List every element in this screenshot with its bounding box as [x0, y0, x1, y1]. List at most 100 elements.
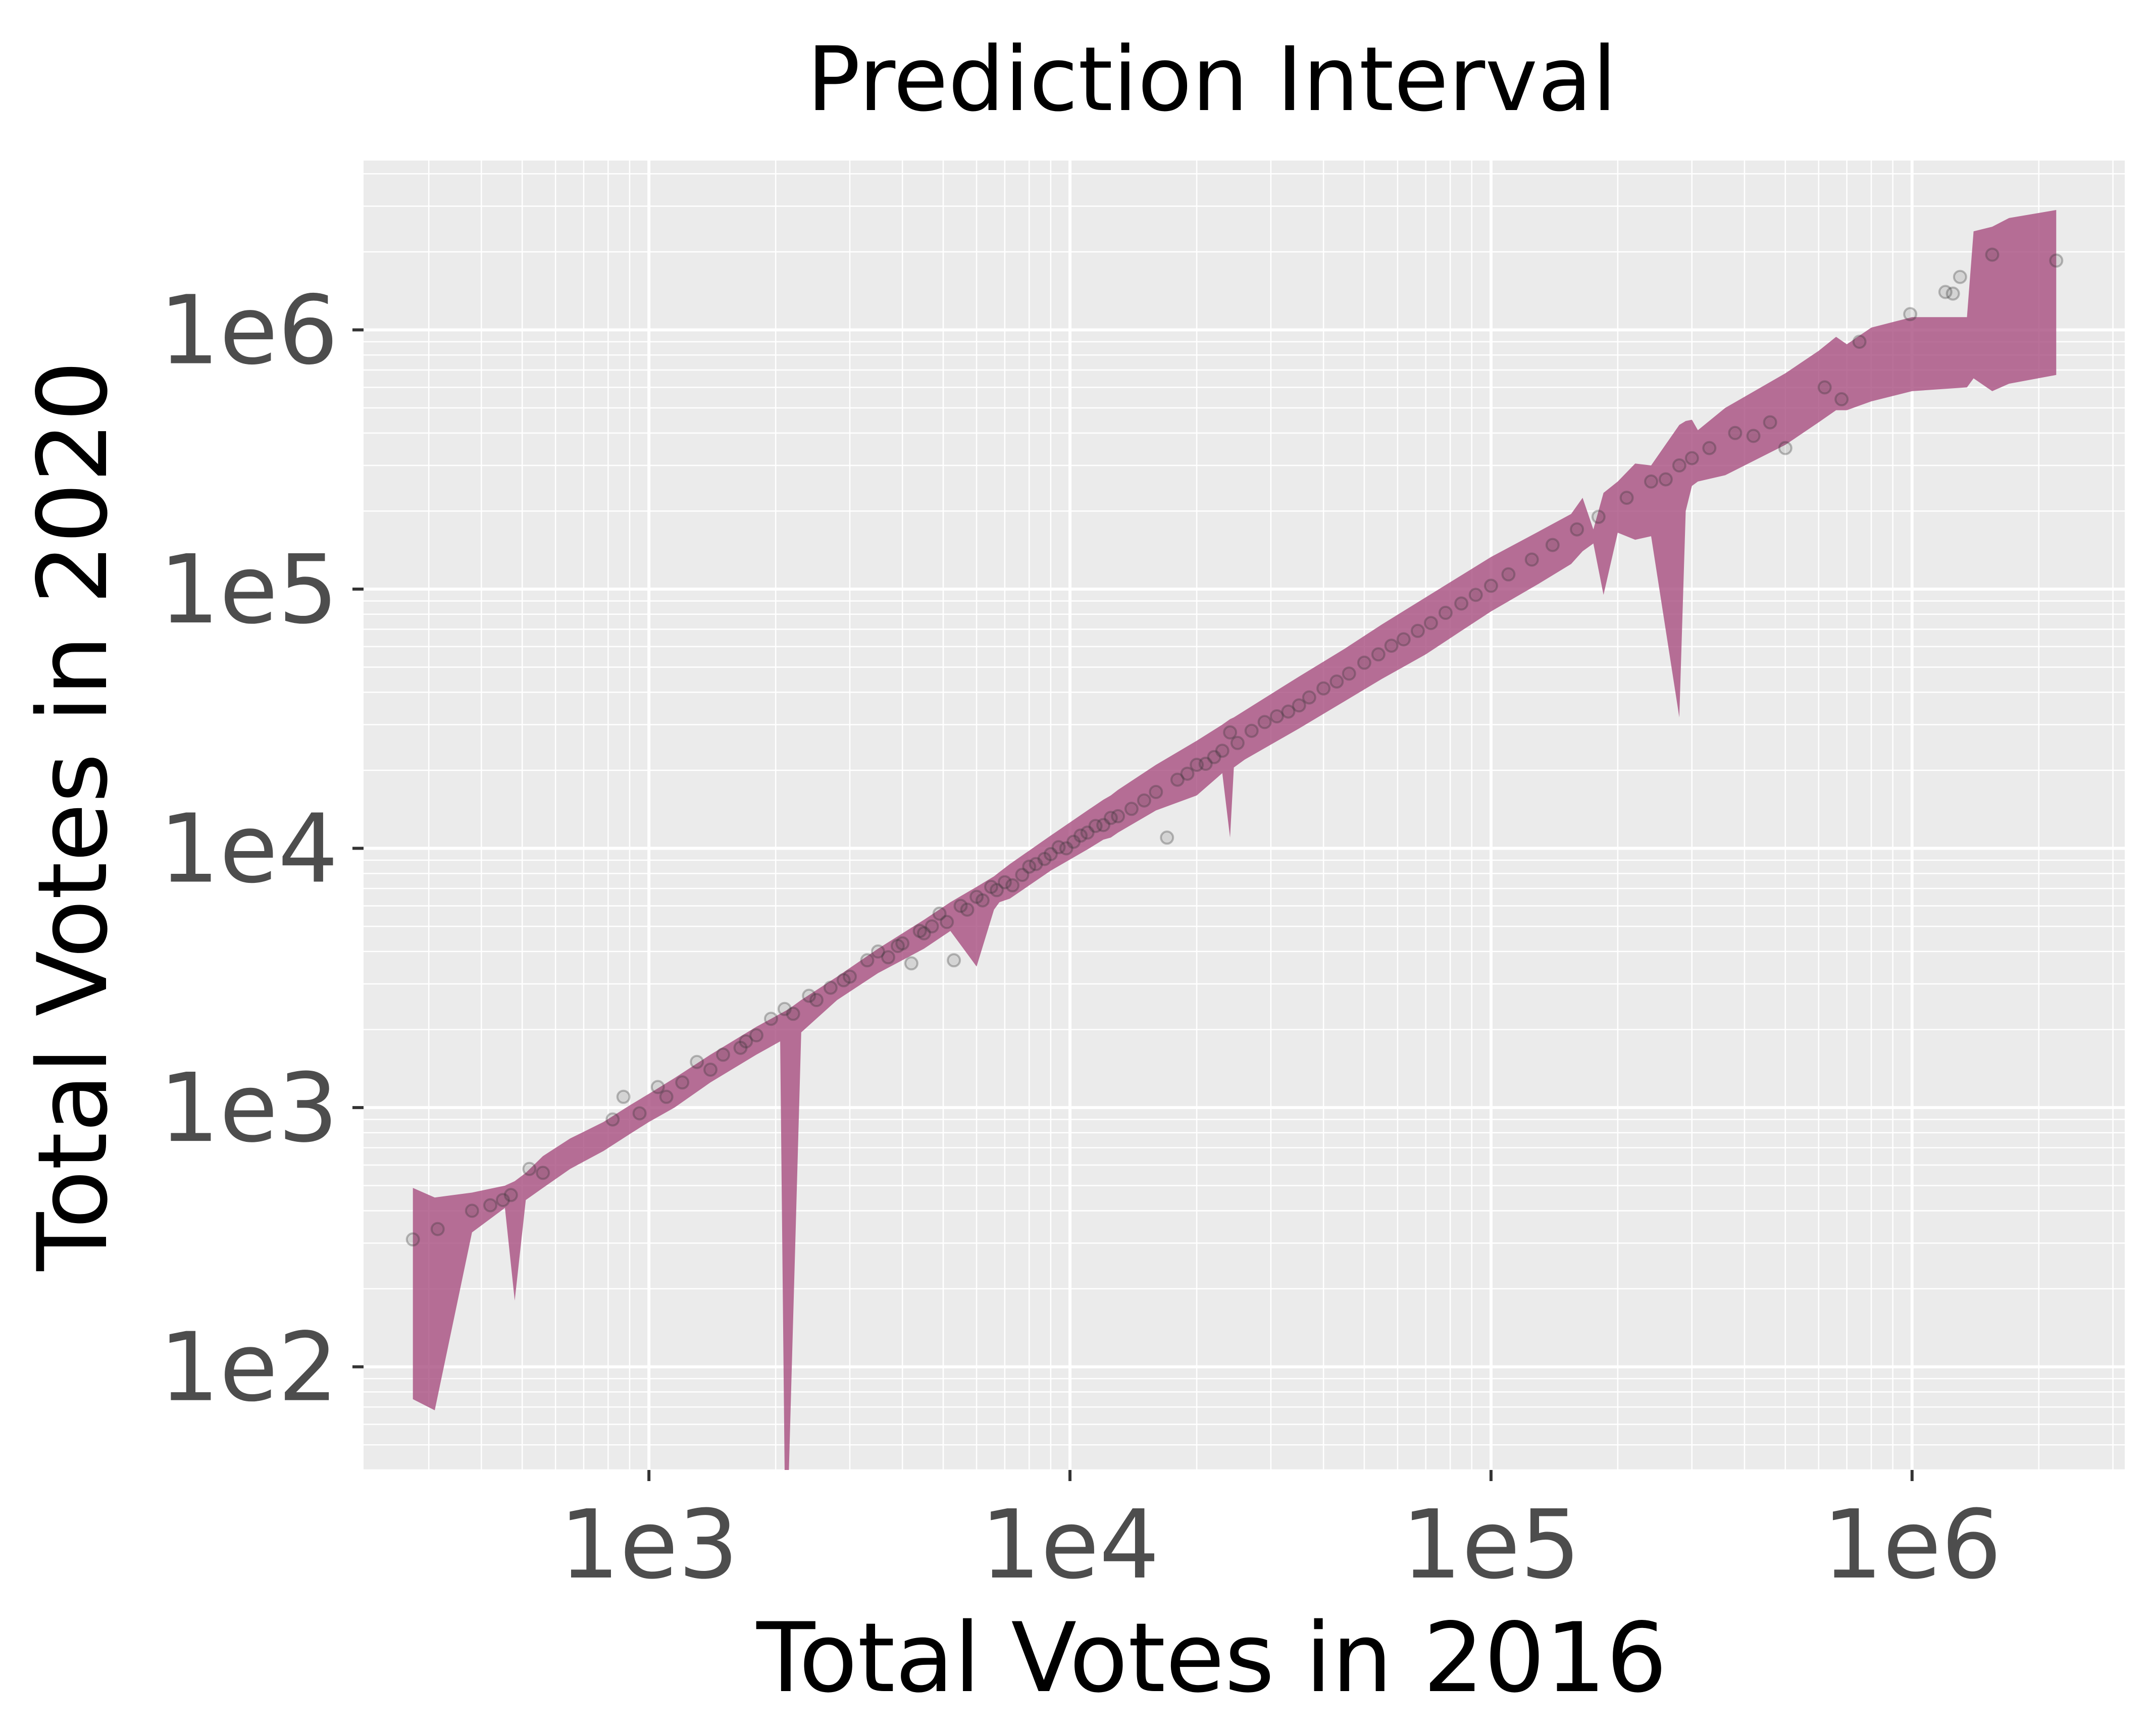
x-axis-ticks: 1e3 1e4 1e5 1e6 [559, 1470, 2002, 1600]
data-point [1438, 606, 1453, 620]
data-point [1207, 750, 1221, 764]
prediction-band [413, 210, 2057, 1470]
data-point [1684, 451, 1699, 465]
data-point [1022, 859, 1037, 874]
data-point [1468, 588, 1483, 602]
data-point [1088, 819, 1103, 833]
data-point [1763, 415, 1777, 430]
data-point [483, 1198, 497, 1213]
x-axis-label: Total Votes in 2016 [756, 1602, 1667, 1714]
data-point [605, 1112, 620, 1127]
data-point [1953, 270, 1967, 284]
y-tick-label: 1e3 [159, 1053, 338, 1164]
data-point [1501, 567, 1516, 582]
data-point [1230, 735, 1245, 750]
data-point [1985, 247, 2000, 262]
data-point [1946, 286, 1960, 301]
data-point [1066, 834, 1081, 849]
data-point [1005, 878, 1020, 892]
data-point [1384, 639, 1399, 653]
data-point [925, 919, 939, 934]
data-point [916, 926, 931, 940]
data-point [1817, 380, 1832, 395]
data-point [1938, 285, 1953, 299]
data-point [1483, 578, 1498, 593]
data-point [616, 1089, 631, 1104]
data-point [975, 893, 990, 908]
x-tick-label: 1e3 [559, 1490, 739, 1600]
data-point [1190, 758, 1204, 772]
data-point [496, 1193, 510, 1207]
data-point [1778, 441, 1793, 455]
data-point [1292, 698, 1306, 713]
y-axis-label: Total Votes in 2020 [17, 360, 129, 1272]
data-point [690, 1055, 704, 1069]
data-point [997, 875, 1012, 889]
data-point [1015, 868, 1030, 882]
data-point [912, 924, 927, 938]
data-point [1357, 655, 1371, 670]
data-point [1619, 491, 1634, 505]
chart-title: Prediction Interval [807, 28, 1617, 131]
data-point [659, 1089, 674, 1104]
data-point [1672, 458, 1686, 472]
data-point [1170, 772, 1185, 787]
data-point [1043, 847, 1058, 861]
data-point [1180, 766, 1195, 781]
data-point [1080, 825, 1095, 840]
data-point [1329, 674, 1344, 689]
minor-gridlines [364, 161, 2125, 1471]
data-point [1342, 666, 1356, 681]
data-point [1137, 793, 1151, 808]
data-point [823, 980, 838, 995]
data-point [739, 1034, 753, 1048]
data-point [1029, 857, 1043, 871]
data-point [430, 1222, 445, 1236]
data-point [1215, 744, 1230, 758]
data-point [1281, 704, 1296, 719]
data-point [503, 1188, 518, 1202]
data-point [777, 1002, 792, 1016]
data-point [1903, 307, 1918, 322]
data-point [632, 1106, 647, 1121]
data-point [733, 1040, 748, 1055]
data-point [749, 1028, 763, 1042]
data-point [1269, 709, 1284, 723]
data-point [843, 969, 857, 984]
data-point [836, 973, 851, 987]
data-point [1834, 392, 1849, 406]
data-point [802, 988, 816, 1003]
data-point [1111, 809, 1125, 823]
data-point [953, 899, 968, 913]
data-point [675, 1075, 690, 1090]
data-point [405, 1232, 420, 1247]
y-tick-label: 1e4 [159, 794, 338, 905]
data-point [1302, 690, 1316, 705]
data-point [522, 1162, 537, 1176]
data-point [764, 1012, 778, 1026]
data-point [895, 936, 910, 951]
data-point [1198, 757, 1213, 771]
data-point [1103, 811, 1118, 825]
data-point [1570, 522, 1584, 537]
data-point [1160, 830, 1174, 845]
data-point [1059, 841, 1073, 856]
data-point [1051, 840, 1066, 855]
data-point [947, 953, 961, 968]
data-point [932, 906, 947, 921]
data-point [1037, 852, 1052, 866]
data-point [1316, 681, 1331, 696]
data-point [1124, 802, 1139, 816]
x-tick-label: 1e6 [1822, 1490, 2002, 1600]
x-tick-label: 1e4 [981, 1490, 1160, 1600]
data-point [990, 883, 1004, 898]
data-point [1746, 429, 1761, 443]
data-point [650, 1080, 665, 1094]
data-point [1644, 474, 1658, 489]
data-point [536, 1166, 550, 1180]
data-point [984, 879, 998, 894]
data-point [1545, 538, 1560, 552]
data-point [1371, 647, 1386, 662]
data-point [881, 950, 895, 965]
